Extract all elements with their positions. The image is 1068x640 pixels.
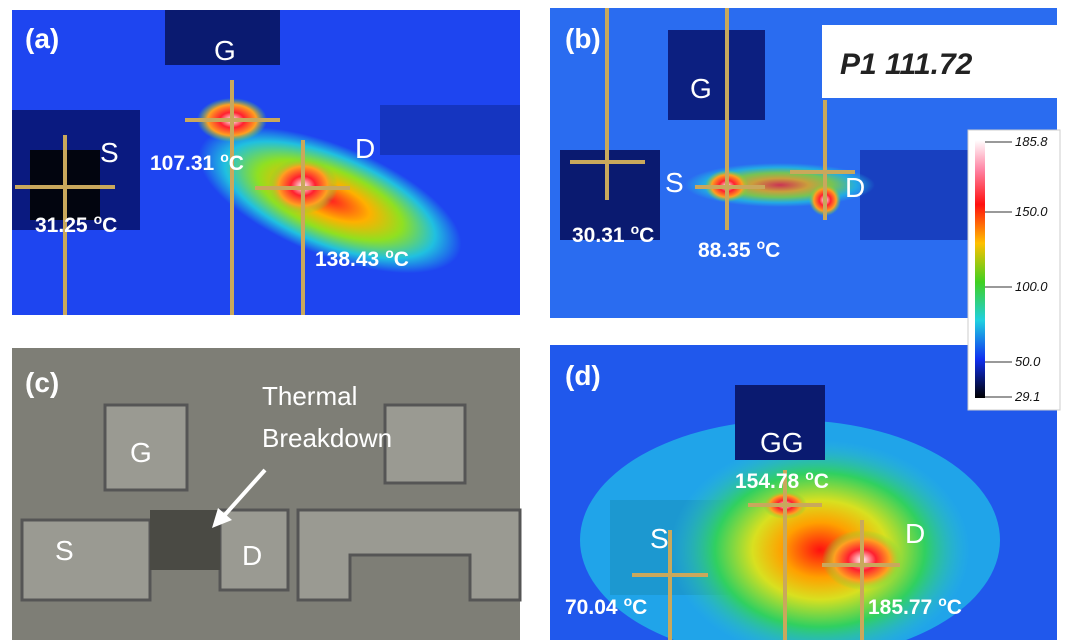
- figure: P1 111.72 (a) (b) (c) (d) G S D G S D G S D GG S D 107.3…: [0, 0, 1068, 640]
- temp-unit: C: [102, 214, 117, 237]
- colorbar: [968, 130, 1060, 410]
- temperature: 88.35 oC: [698, 236, 780, 262]
- temp-degree: o: [631, 221, 640, 237]
- temp-degree: o: [385, 245, 394, 261]
- annotation: Breakdown: [262, 423, 392, 453]
- temp-unit: C: [814, 470, 829, 493]
- terminal-label: S: [665, 167, 684, 198]
- terminal-label: G: [690, 73, 712, 104]
- temp-unit: C: [947, 596, 962, 619]
- colorbar-label: 29.1: [1014, 389, 1040, 404]
- temperature: 138.43 oC: [315, 245, 409, 271]
- terminal-label: GG: [760, 427, 804, 458]
- colorbar-label: 100.0: [1015, 279, 1048, 294]
- terminal-label: D: [905, 518, 925, 549]
- temp-degree: o: [938, 593, 947, 609]
- temp-value: 31.25: [35, 214, 88, 237]
- colorbar-label: 50.0: [1015, 354, 1041, 369]
- temp-unit: C: [765, 239, 780, 262]
- temp-value: 138.43: [315, 248, 379, 271]
- terminal-label: D: [355, 133, 375, 164]
- temp-unit: C: [229, 152, 244, 175]
- panel-a: [12, 10, 520, 315]
- colorbar-label: 150.0: [1015, 204, 1048, 219]
- temp-value: 107.31: [150, 152, 215, 175]
- terminal-label: S: [650, 523, 669, 554]
- temp-value: 30.31: [572, 224, 625, 247]
- temp-degree: o: [220, 149, 229, 165]
- temperature: 185.77 oC: [868, 593, 962, 619]
- readout: P1 111.72: [840, 48, 973, 81]
- temp-value: 88.35: [698, 239, 751, 262]
- colorbar-label: 185.8: [1015, 134, 1048, 149]
- temperature: 154.78 oC: [735, 467, 829, 493]
- temp-unit: C: [394, 248, 409, 271]
- panel-label: (a): [25, 23, 59, 54]
- temp-value: 185.77: [868, 596, 932, 619]
- terminal-label: D: [845, 172, 865, 203]
- terminal-label: D: [242, 540, 262, 571]
- terminal-label: G: [130, 437, 152, 468]
- temp-unit: C: [639, 224, 654, 247]
- temp-degree: o: [624, 593, 633, 609]
- panel-label: (d): [565, 360, 601, 391]
- annotation: Thermal: [262, 381, 357, 411]
- temp-value: 70.04: [565, 596, 618, 619]
- terminal-label: S: [55, 535, 74, 566]
- panel-label: (c): [25, 367, 59, 398]
- temp-degree: o: [757, 236, 766, 252]
- temperature: 30.31 oC: [572, 221, 654, 247]
- temp-unit: C: [632, 596, 647, 619]
- panel-label: (b): [565, 23, 601, 54]
- temp-degree: o: [805, 467, 814, 483]
- temp-degree: o: [94, 211, 103, 227]
- temperature: 107.31 oC: [150, 149, 244, 175]
- temperature: 70.04 oC: [565, 593, 647, 619]
- terminal-label: S: [100, 137, 119, 168]
- terminal-label: G: [214, 35, 236, 66]
- temperature: 31.25 oC: [35, 211, 117, 237]
- temp-value: 154.78: [735, 470, 800, 493]
